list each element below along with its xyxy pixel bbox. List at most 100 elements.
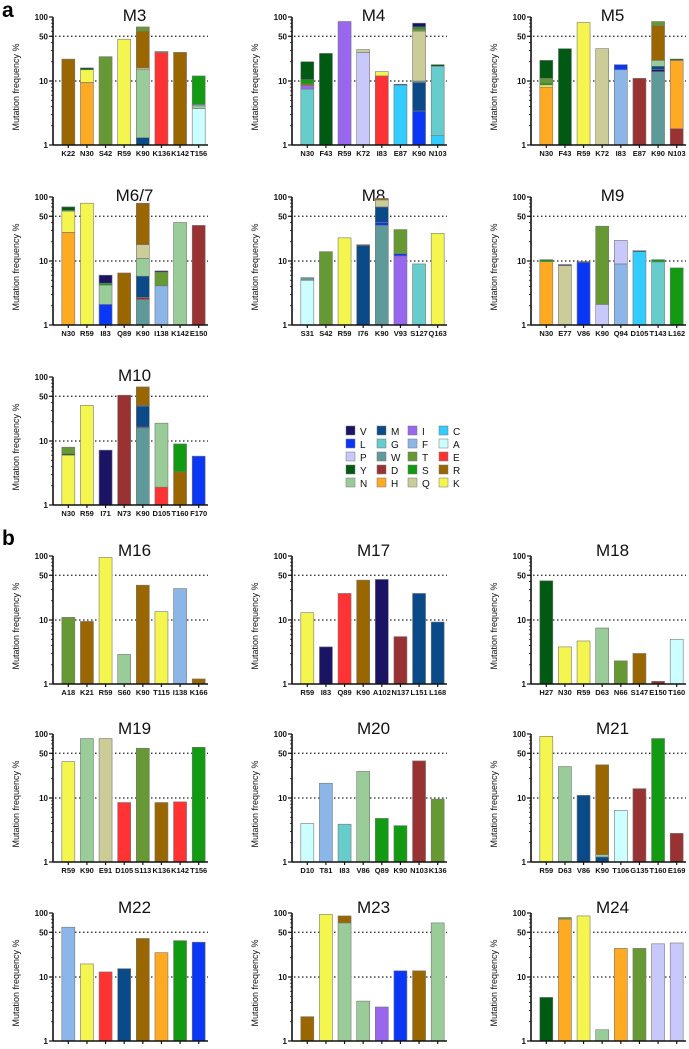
y-tick-label: 10 <box>39 437 48 446</box>
x-tick-label: D63 <box>558 866 572 875</box>
bar-N30 <box>61 446 76 506</box>
bar-V86 <box>576 795 591 863</box>
bar-F43 <box>319 53 333 146</box>
x-tick-label: R59 <box>80 329 94 338</box>
panel-m3: M3 Mutation frequency % K22 N30 S42 R59 K90 K13… <box>11 6 208 158</box>
bar-segment-N <box>337 922 352 1042</box>
bar-Q94 <box>614 240 628 326</box>
bar-R59 <box>576 640 591 685</box>
bar-segment-R <box>356 579 370 685</box>
panel-m18: M18 Mutation frequency % H27 N30 R59 D63 N66 S1… <box>489 541 686 697</box>
x-tick-label: N137 <box>391 688 409 697</box>
x-tick-label: F43 <box>319 149 332 158</box>
bar-segment-C <box>393 84 408 146</box>
bar-S42 <box>319 251 333 326</box>
bar-segment-M <box>412 82 426 112</box>
y-tick-label: 50 <box>39 571 48 580</box>
bar-segment-D <box>393 636 408 685</box>
legend-swatch <box>438 425 449 436</box>
bar-T115 <box>154 611 169 685</box>
bar-K72 <box>595 48 609 146</box>
legend-swatch <box>407 477 418 488</box>
y-tick-label: 50 <box>278 749 287 758</box>
y-tick-label: 1 <box>522 141 527 150</box>
bar-segment-R <box>154 802 169 863</box>
bar-segment-T <box>614 660 628 685</box>
legend-label: Q <box>422 479 430 490</box>
bar-R59 <box>337 21 352 146</box>
bar-segment-T <box>136 26 150 32</box>
bar-segment-F <box>154 285 169 326</box>
bar-segment-M <box>632 250 647 252</box>
bar-segment-L <box>614 64 628 71</box>
bar-Q89 <box>337 593 352 685</box>
bar-K136 <box>154 51 169 146</box>
bar-segment-T <box>393 229 408 255</box>
bar-segment-E <box>117 802 131 863</box>
y-tick-label: 50 <box>517 749 526 758</box>
panel-title: M20 <box>357 719 390 738</box>
y-axis-label: Mutation frequency % <box>250 582 260 669</box>
bar-segment-R <box>136 938 150 1042</box>
bar-D105 <box>117 802 131 863</box>
y-tick-label: 100 <box>274 552 288 561</box>
x-tick-label: T115 <box>153 688 170 697</box>
y-tick-label: 1 <box>283 321 288 330</box>
bar-segment-K <box>539 736 554 863</box>
bar-segment-L <box>576 261 591 326</box>
panel-m10: M10 Mutation frequency % N30 R59 I71 N73 K90 D1… <box>11 366 208 518</box>
panel-title: M6/7 <box>116 186 154 205</box>
bar-segment-K <box>61 761 76 863</box>
y-tick-label: 100 <box>274 13 288 22</box>
legend-item-L: L <box>345 438 366 451</box>
x-tick-label: I83 <box>321 688 331 697</box>
bar-segment-I <box>337 21 352 146</box>
y-tick-label: 10 <box>517 794 526 803</box>
legend-label: I <box>422 427 425 438</box>
panel-m24: M24 Mutation frequency % 100 50 10 1 <box>489 898 686 1046</box>
legend-label: F <box>422 440 428 451</box>
panel-m16: M16 Mutation frequency % A18 K21 R59 S60 K90 T1… <box>11 541 208 697</box>
legend-item-H: H <box>376 477 398 490</box>
panel-title: M3 <box>123 6 147 25</box>
bar-bar2 <box>98 971 113 1042</box>
y-tick-label: 50 <box>278 212 287 221</box>
bar-R59 <box>300 612 315 685</box>
bar-segment-M <box>136 137 150 146</box>
y-axis-label: Mutation frequency % <box>489 760 499 847</box>
x-tick-label: I83 <box>616 149 626 158</box>
y-tick-label: 10 <box>278 77 287 86</box>
bar-segment-N <box>356 1000 370 1042</box>
legend-swatch <box>407 438 418 449</box>
y-tick-label: 50 <box>39 32 48 41</box>
bar-segment-V <box>393 83 408 86</box>
x-tick-label: K90 <box>595 866 609 875</box>
bar-E87 <box>632 78 647 146</box>
bar-segment-D <box>632 788 647 863</box>
bar-K142 <box>173 222 187 326</box>
bar-N30 <box>300 61 315 146</box>
legend-item-F: F <box>407 438 428 451</box>
x-tick-label: K90 <box>136 149 150 158</box>
section-label-b: b <box>2 527 15 550</box>
bar-segment-R <box>595 764 609 856</box>
bar-segment-V <box>356 244 370 246</box>
y-tick-label: 100 <box>35 909 49 918</box>
legend-label: H <box>391 479 398 490</box>
bar-segment-T <box>412 28 426 32</box>
y-tick-label: 10 <box>278 257 287 266</box>
bar-segment-K <box>558 646 572 685</box>
bar-R59 <box>80 405 94 506</box>
legend-swatch <box>345 438 356 449</box>
x-tick-label: T156 <box>190 149 207 158</box>
x-tick-label: K142 <box>171 149 189 158</box>
x-tick-label: F43 <box>558 149 571 158</box>
x-tick-label: D105 <box>152 509 170 518</box>
bar-segment-K <box>98 557 113 685</box>
panel-title: M16 <box>118 541 151 560</box>
x-tick-label: D105 <box>115 866 133 875</box>
bar-segment-W <box>300 277 315 281</box>
bar-segment-S <box>300 79 315 85</box>
bar-segment-S <box>173 940 187 1042</box>
